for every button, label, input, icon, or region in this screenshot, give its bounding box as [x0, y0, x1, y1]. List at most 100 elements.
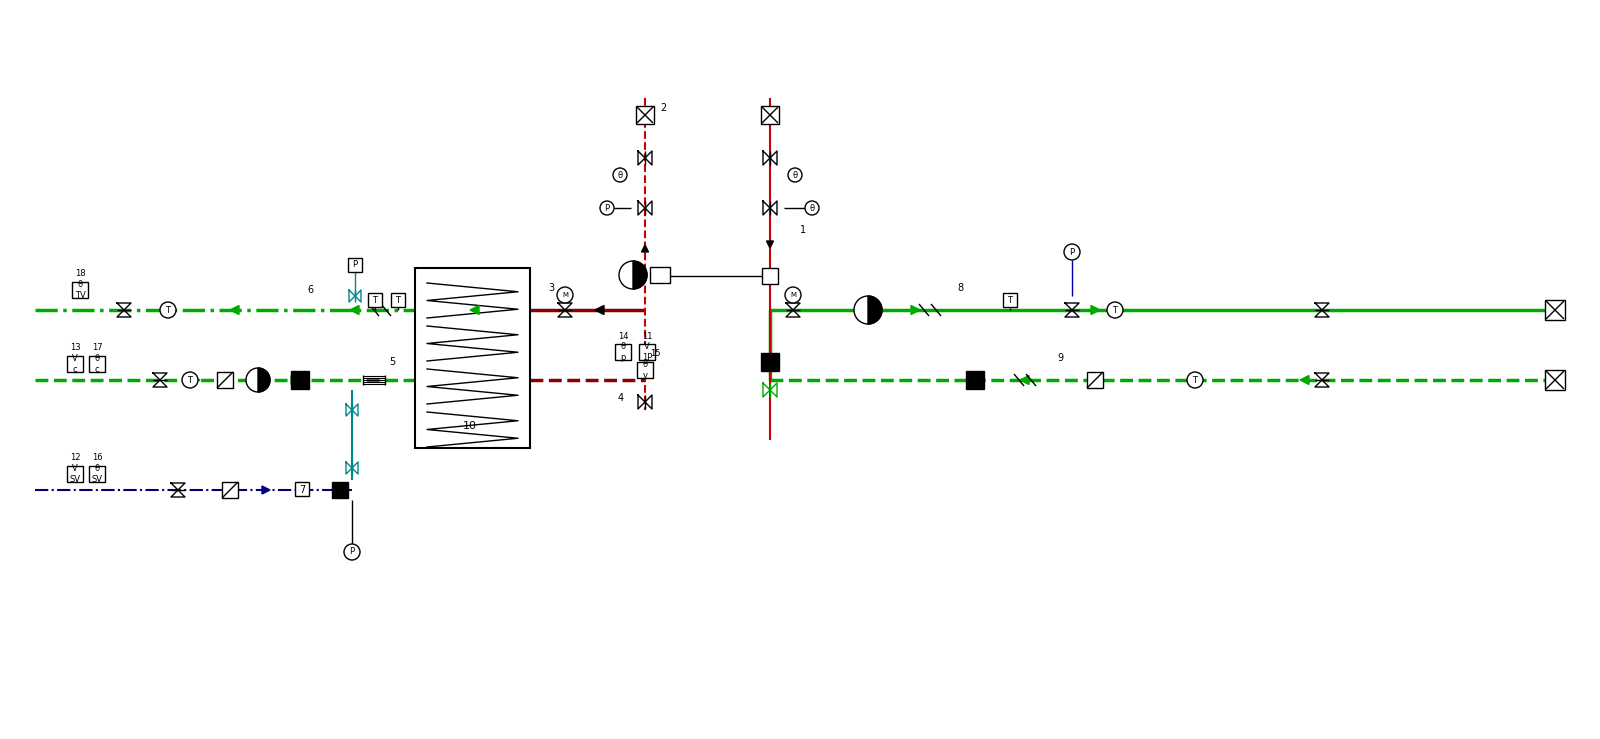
Circle shape	[1187, 372, 1203, 388]
Bar	[67, 356, 83, 372]
Bar	[72, 282, 88, 298]
Text: P: P	[605, 203, 610, 213]
Circle shape	[182, 372, 198, 388]
Polygon shape	[1021, 375, 1029, 384]
Text: P: P	[349, 548, 355, 556]
Bar	[67, 466, 83, 482]
Bar	[368, 293, 382, 307]
Bar	[1546, 300, 1565, 320]
Circle shape	[854, 296, 882, 324]
Bar	[1003, 293, 1018, 307]
Text: 18: 18	[75, 268, 85, 278]
Text: θ
v: θ v	[643, 361, 648, 380]
Text: T: T	[395, 296, 400, 304]
Bar	[614, 344, 630, 360]
Bar	[294, 482, 309, 496]
Text: θ: θ	[810, 203, 814, 213]
Text: 5: 5	[389, 357, 395, 367]
Text: T: T	[187, 375, 192, 384]
Text: 15: 15	[650, 349, 661, 358]
Bar	[637, 362, 653, 378]
Circle shape	[789, 168, 802, 182]
Text: M: M	[790, 292, 797, 298]
Polygon shape	[291, 371, 309, 389]
Text: θ: θ	[618, 171, 622, 180]
Polygon shape	[910, 305, 920, 315]
Circle shape	[600, 201, 614, 215]
Text: θ
c: θ c	[94, 354, 99, 374]
Text: 2: 2	[661, 103, 666, 113]
Circle shape	[805, 201, 819, 215]
Bar	[390, 293, 405, 307]
Text: 11: 11	[642, 332, 653, 341]
Polygon shape	[1299, 375, 1309, 384]
Text: 13: 13	[70, 342, 80, 352]
Polygon shape	[230, 305, 238, 315]
Circle shape	[160, 302, 176, 318]
Bar	[638, 344, 654, 360]
Bar	[762, 106, 779, 124]
Text: θ
SV: θ SV	[91, 464, 102, 484]
Text: 3: 3	[549, 283, 554, 293]
Circle shape	[613, 168, 627, 182]
Bar	[1546, 370, 1565, 390]
Polygon shape	[869, 296, 882, 324]
Polygon shape	[291, 375, 301, 384]
Text: 8: 8	[957, 283, 963, 293]
Text: T: T	[1008, 296, 1013, 304]
Bar	[637, 106, 654, 124]
Text: T: T	[165, 305, 171, 315]
Text: 6: 6	[307, 285, 314, 295]
Polygon shape	[262, 486, 270, 494]
Polygon shape	[642, 245, 648, 252]
Circle shape	[619, 261, 646, 289]
Polygon shape	[762, 353, 779, 371]
Polygon shape	[966, 371, 984, 389]
Bar	[90, 356, 106, 372]
Polygon shape	[470, 305, 478, 315]
Circle shape	[557, 287, 573, 303]
Text: 14: 14	[618, 332, 629, 341]
Circle shape	[344, 544, 360, 560]
Bar	[218, 372, 234, 388]
Text: M: M	[562, 292, 568, 298]
Polygon shape	[1091, 305, 1101, 315]
Bar	[90, 466, 106, 482]
Text: T: T	[1112, 305, 1117, 315]
Text: V
c: V c	[72, 354, 78, 374]
Polygon shape	[350, 305, 358, 315]
Text: θ
p: θ p	[621, 342, 626, 361]
Polygon shape	[595, 305, 605, 315]
Text: P: P	[1069, 248, 1075, 256]
Text: V
1P: V 1P	[642, 342, 653, 361]
Polygon shape	[258, 368, 270, 392]
Text: θ
TV: θ TV	[75, 280, 85, 300]
Text: T: T	[373, 296, 378, 304]
Text: 16: 16	[91, 452, 102, 461]
Text: 12: 12	[70, 452, 80, 461]
Text: 4: 4	[618, 393, 624, 403]
Bar	[349, 258, 362, 272]
Text: 7: 7	[299, 485, 306, 495]
Polygon shape	[634, 261, 646, 289]
Bar	[222, 482, 238, 498]
Text: T: T	[1192, 375, 1197, 384]
Circle shape	[1064, 244, 1080, 260]
Bar	[762, 268, 778, 284]
Circle shape	[786, 287, 802, 303]
Bar	[414, 268, 530, 448]
Polygon shape	[333, 482, 349, 498]
Bar	[1086, 372, 1102, 388]
Text: 17: 17	[91, 342, 102, 352]
Text: 9: 9	[1058, 353, 1062, 363]
Text: θ: θ	[792, 171, 797, 180]
Text: 1: 1	[800, 225, 806, 235]
Circle shape	[1107, 302, 1123, 318]
Polygon shape	[766, 241, 773, 248]
Polygon shape	[190, 375, 200, 384]
Text: P: P	[352, 259, 357, 268]
Text: 10: 10	[462, 421, 477, 431]
Circle shape	[246, 368, 270, 392]
Bar	[650, 267, 670, 283]
Text: V
SV: V SV	[69, 464, 80, 484]
